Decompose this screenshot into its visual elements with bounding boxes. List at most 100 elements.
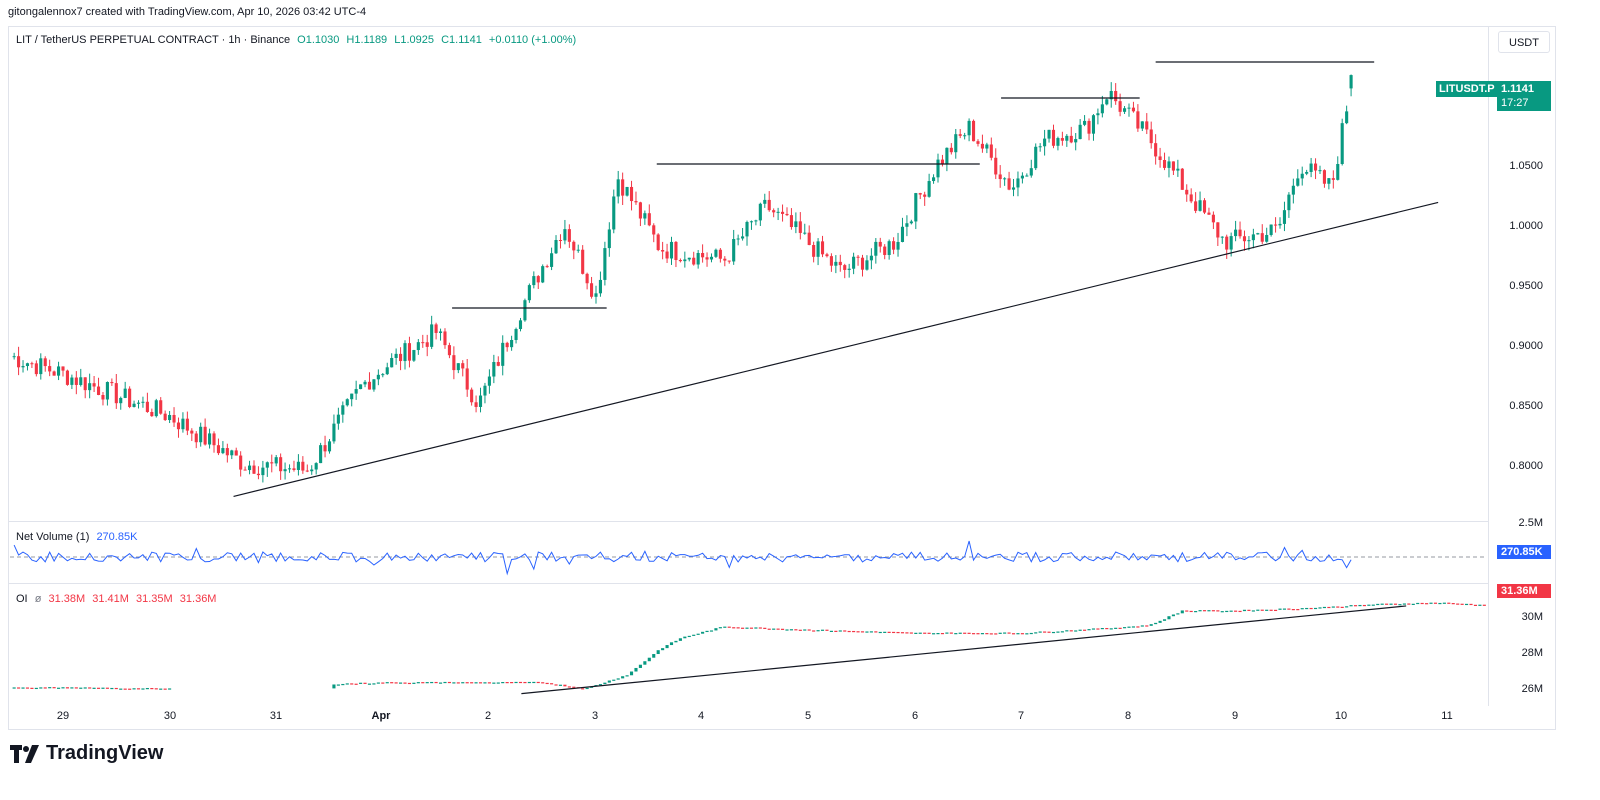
oi-candle [621, 676, 625, 679]
candle-body [927, 181, 931, 197]
candle-body [1034, 146, 1038, 169]
oi-candle [1411, 603, 1415, 605]
oi-candle [465, 682, 469, 684]
oi-candle [43, 687, 47, 689]
oi-candle [976, 633, 980, 635]
candle-body [1296, 178, 1300, 186]
oi-candle [820, 629, 825, 631]
oi-tag: 31.36M [1497, 584, 1551, 598]
oi-candle [39, 687, 43, 689]
time-tick: 6 [911, 710, 919, 722]
price-tick: 1.0000 [1509, 220, 1543, 232]
candle-body [239, 455, 243, 470]
candle-body [1047, 129, 1051, 139]
oi-candle [732, 627, 736, 629]
oi-candle [1278, 608, 1282, 610]
candle-body [749, 221, 754, 223]
pane-divider[interactable] [8, 583, 1488, 584]
candle-body [625, 186, 629, 196]
candle-body [518, 320, 523, 330]
oi-candle [1149, 624, 1153, 626]
candle-body [829, 256, 833, 266]
candle-body [576, 249, 580, 251]
time-tick: 30 [163, 710, 177, 722]
candle-body [683, 259, 687, 262]
candle-body [1260, 233, 1264, 242]
oi-candle [1202, 610, 1207, 612]
oi-candle [1460, 603, 1464, 605]
oi-candle [1456, 603, 1460, 605]
oi-candle [1389, 603, 1393, 605]
net-volume-legend[interactable]: Net Volume (1) 270.85K [16, 531, 141, 543]
currency-button[interactable]: USDT [1498, 31, 1550, 53]
candle-body [887, 241, 891, 255]
oi-candle [883, 631, 887, 633]
high-value: H1.1189 [346, 34, 388, 46]
oi-candle [994, 633, 998, 635]
oi-candle [763, 627, 767, 629]
tradingview-logo[interactable]: TradingView [10, 742, 163, 765]
oi-candle [163, 688, 167, 690]
candle-body [1225, 236, 1229, 250]
candle-body [932, 177, 936, 182]
candle-body [776, 211, 780, 213]
tradingview-logo-icon [10, 744, 39, 763]
oi-candle [825, 629, 829, 631]
candle-body [216, 445, 221, 454]
time-tick: 3 [591, 710, 599, 722]
candle-body [1083, 120, 1087, 125]
oi-candle [136, 688, 141, 690]
candle-body [678, 260, 682, 262]
oi-candle [385, 682, 389, 684]
oi-candle [443, 681, 447, 684]
oi-legend[interactable]: OI ø 31.38M 31.41M 31.35M 31.36M [16, 593, 220, 605]
oi-candle [372, 683, 376, 685]
oi-candle [625, 675, 629, 677]
pane-divider[interactable] [8, 521, 1488, 522]
oi-candle [1189, 610, 1193, 613]
netvol-axis-top: 2.5M [1518, 517, 1543, 529]
oi-eye-icon[interactable]: ø [34, 593, 42, 605]
chart-credit: gitongalennox7 created with TradingView.… [8, 6, 367, 18]
oi-candle [1238, 610, 1242, 613]
candle-body [1247, 240, 1251, 242]
oi-candle [638, 664, 642, 668]
price-axis[interactable]: 1.0500 1.0000 0.9500 0.9000 0.8500 0.800… [1488, 26, 1557, 706]
candle-body [1176, 168, 1180, 171]
candle-body [745, 221, 749, 237]
candle-body [1291, 185, 1295, 195]
candle-body [1322, 170, 1326, 184]
oi-candle [483, 682, 487, 684]
candle-body [918, 193, 922, 195]
candle-body [758, 203, 762, 221]
oi-candle [1229, 610, 1233, 612]
oi-candle [128, 688, 132, 690]
candle-body [1149, 129, 1153, 144]
oi-candle [1234, 610, 1238, 612]
oi-candle [150, 687, 154, 690]
candle-body [327, 441, 332, 452]
candle-body [536, 276, 540, 283]
candle-body [967, 120, 971, 136]
oi-candle [998, 632, 1002, 634]
candle-body [505, 342, 509, 348]
oi-candle [1154, 622, 1158, 625]
oi-candle [1358, 604, 1362, 607]
candle-body [385, 367, 389, 375]
candle-body [1078, 124, 1082, 140]
oi-candle [1029, 632, 1033, 635]
candle-body [1025, 175, 1029, 177]
candle-body [252, 465, 256, 474]
candle-body [674, 241, 678, 261]
candle-body [461, 363, 465, 369]
net-volume-value: 270.85K [96, 531, 138, 543]
oi-candle [421, 682, 425, 684]
oi-candle [572, 686, 576, 688]
oi-candle [1216, 610, 1220, 612]
candle-body [301, 461, 305, 471]
symbol-legend[interactable]: LIT / TetherUS PERPETUAL CONTRACT · 1h ·… [16, 34, 580, 46]
candle-body [647, 213, 651, 226]
oi-candle [1291, 609, 1295, 611]
price-tick: 1.0500 [1509, 160, 1543, 172]
